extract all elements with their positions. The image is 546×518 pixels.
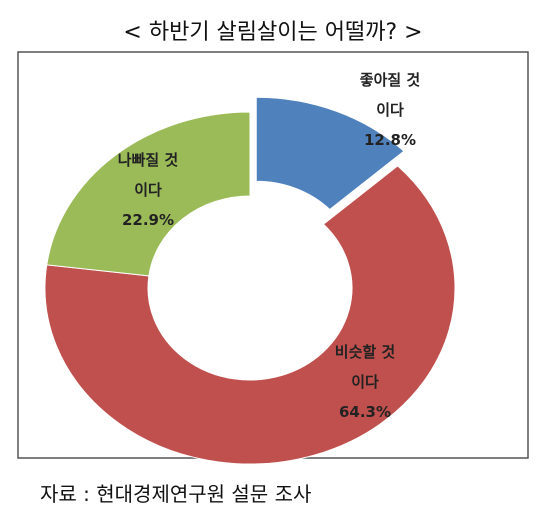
category-label: 나빠질 것이다 [117,151,179,199]
slice-label: 좋아질 것이다 12.8% [350,65,430,155]
chart-title: < 하반기 살림살이는 어떨까? > [123,20,423,45]
donut-slice [44,165,456,465]
category-label: 비슷할 것이다 [334,343,396,391]
donut-slice [255,96,405,211]
source-note: 자료 : 현대경제연구원 설문 조사 [40,482,312,506]
slice-label: 비슷할 것이다 64.3% [325,337,405,427]
value-label: 22.9% [121,211,175,229]
value-label: 12.8% [363,131,417,149]
donut-slice [46,111,251,277]
category-label: 좋아질 것이다 [359,71,421,119]
value-label: 64.3% [338,403,392,421]
slice-label: 나빠질 것이다 22.9% [108,145,188,235]
